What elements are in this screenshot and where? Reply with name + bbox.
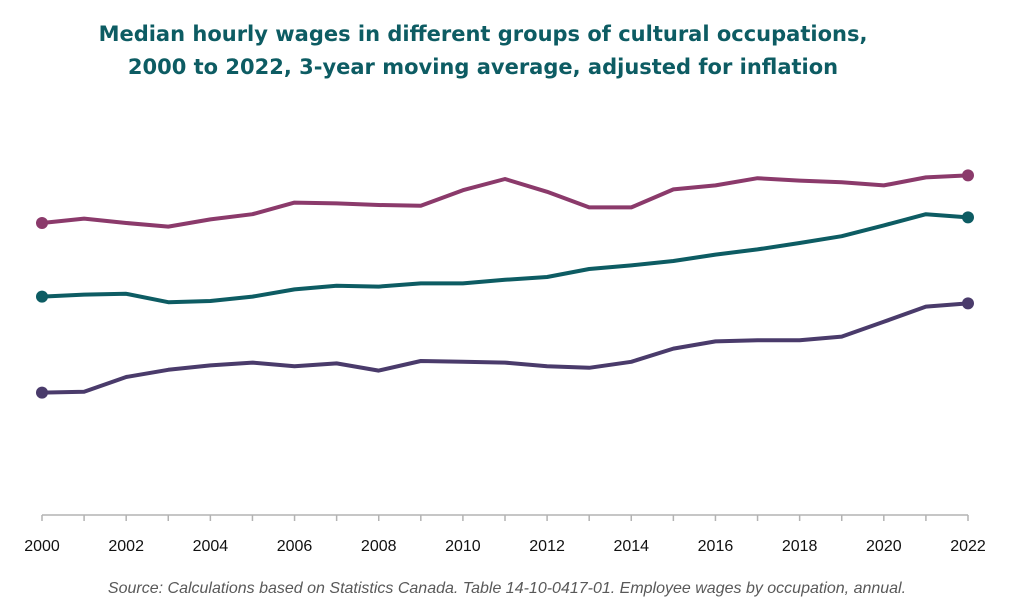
x-tick-label: 2020 xyxy=(866,538,902,555)
x-tick-label: 2022 xyxy=(950,538,986,555)
x-tick-label: 2014 xyxy=(613,538,649,555)
series-1-point-2000 xyxy=(36,217,48,229)
series-line-3 xyxy=(40,301,970,395)
source-note: Source: Calculations based on Statistics… xyxy=(107,580,907,597)
series-group xyxy=(36,169,974,399)
chart-title: Median hourly wages in different groups … xyxy=(0,18,966,84)
x-tick-label: 2010 xyxy=(445,538,481,555)
x-axis: 2000 2002 2004 2006 2008 2010 2012 2014 2016 2018… xyxy=(24,514,986,555)
chart-title-line-2: 2000 to 2022, 3-year moving average, adj… xyxy=(127,55,839,79)
series-3-point-2022 xyxy=(962,297,974,310)
x-tick-label: 2000 xyxy=(24,538,60,555)
x-tick-label: 2016 xyxy=(698,538,734,555)
series-1-point-2022 xyxy=(962,169,974,182)
x-tick-label: 2012 xyxy=(529,538,565,555)
x-tick-label: 2008 xyxy=(361,538,397,555)
series-2-point-2000 xyxy=(36,290,48,303)
series-3-point-2000 xyxy=(36,386,48,399)
chart-title-line-1: Median hourly wages in different groups … xyxy=(98,22,868,46)
x-tick-label: 2006 xyxy=(277,538,313,555)
series-2-point-2022 xyxy=(962,211,974,224)
series-line-1 xyxy=(40,173,970,229)
x-tick-label: 2018 xyxy=(782,538,818,555)
series-line-2 xyxy=(40,212,970,305)
x-tick-label: 2002 xyxy=(108,538,144,555)
x-tick-label: 2004 xyxy=(193,538,229,555)
line-chart: 2000 2002 2004 2006 2008 2010 2012 2014 2016 2018… xyxy=(24,169,986,555)
